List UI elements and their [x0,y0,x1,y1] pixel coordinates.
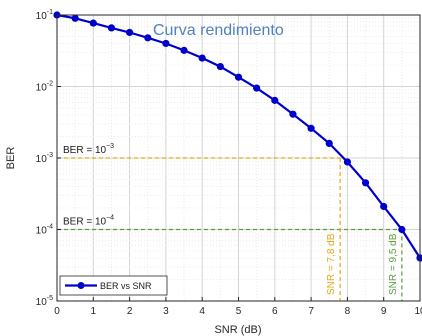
x-tick-label: 4 [199,306,205,317]
data-point [71,14,79,22]
x-tick-label: 10 [414,306,422,317]
y-axis: 10-1 10-2 10-3 10-4 10-5 [36,9,61,308]
x-tick-label: 2 [127,306,133,317]
x-tick-label: 7 [308,306,314,317]
data-point [126,28,134,37]
annotation-ber-label: BER = 10−4 [63,215,114,228]
data-point [89,19,97,27]
data-point [289,110,297,118]
x-tick-label: 5 [236,306,242,317]
data-point [198,54,206,62]
grid [56,15,421,302]
y-tick-label: 10-3 [36,152,53,165]
data-point [361,179,370,187]
x-tick-label: 9 [381,306,387,317]
x-axis-label: SNR (dB) [214,324,261,336]
legend: BER vs SNR [59,275,168,296]
data-point [180,46,188,54]
x-axis: 0 1 2 3 4 5 6 7 8 9 10 [54,297,422,317]
annotation-snr-label: SNR = 7,8 dB [326,233,337,295]
chart-title: Curva rendimiento [153,22,284,39]
series-points [53,11,422,262]
legend-marker [77,282,85,289]
data-point [416,254,422,262]
annotation-snr-label: SNR = 9,5 dB [388,233,399,295]
x-tick-label: 6 [272,306,278,317]
y-axis-label: BER [5,147,17,170]
x-tick-label: 3 [163,306,169,317]
data-point [307,124,315,132]
data-point [398,225,406,234]
data-point [107,24,116,32]
data-point [144,34,152,42]
y-tick-label: 10-4 [36,224,53,237]
data-point [325,139,333,148]
legend-label: BER vs SNR [100,281,152,291]
annotation-ber-label: BER = 10−3 [63,143,114,156]
x-tick-label: 1 [91,306,97,317]
legend-box [59,275,168,296]
annotation-labels: BER = 10−3 BER = 10−4 SNR = 7,8 dB SNR = 9,… [63,143,399,295]
data-point [234,73,243,81]
x-tick-label: 0 [54,306,60,317]
data-point [216,62,224,71]
y-tick-label: 10-5 [36,295,53,308]
data-point [253,84,261,92]
annotation-lines [57,157,403,301]
data-point [343,158,351,166]
data-point [162,39,170,48]
x-tick-label: 8 [345,306,351,317]
data-point [380,202,388,211]
y-tick-label: 10-2 [36,81,53,94]
data-point [271,96,279,104]
y-tick-label: 10-1 [36,9,53,22]
